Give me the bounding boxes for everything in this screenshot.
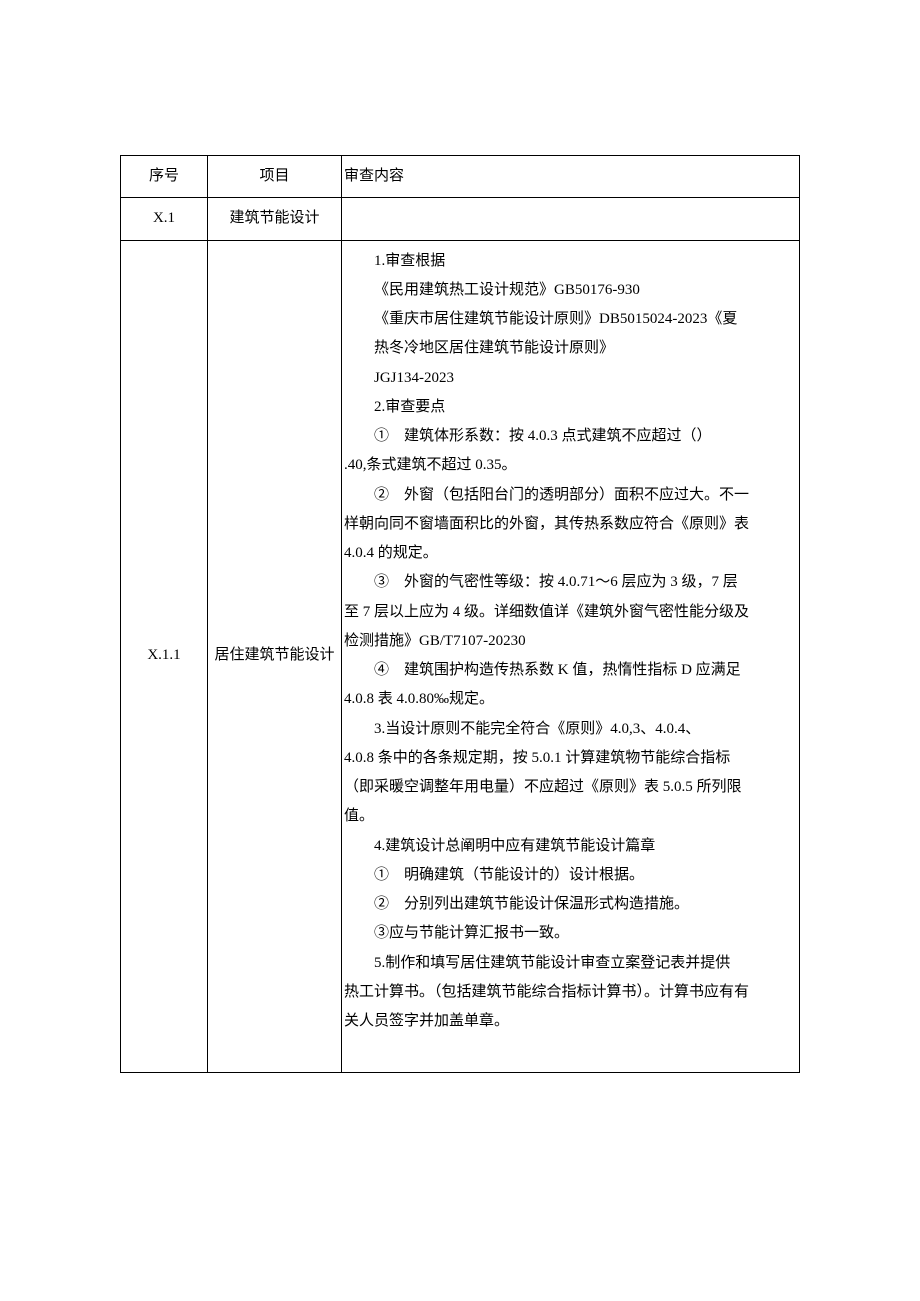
content-line: 1.审查根据 (344, 247, 797, 276)
content-line: 《民用建筑热工设计规范》GB50176-930 (344, 276, 797, 305)
table-row: X.1 建筑节能设计 (121, 198, 800, 240)
content-line: 5.制作和填写居住建筑节能设计审查立案登记表并提供 (344, 949, 797, 978)
content-line: 关人员签字并加盖单章。 (344, 1007, 797, 1036)
content-line: .40,条式建筑不超过 0.35。 (344, 451, 797, 480)
content-line: 3.当设计原则不能完全符合《原则》4.0,3、4.0.4、 (344, 715, 797, 744)
content-line: 4.0.8 表 4.0.80‰规定。 (344, 685, 797, 714)
table-row: X.1.1 居住建筑节能设计 1.审查根据《民用建筑热工设计规范》GB50176… (121, 240, 800, 1072)
content-line: 至 7 层以上应为 4 级。详细数值详《建筑外窗气密性能分级及 (344, 598, 797, 627)
header-seq: 序号 (121, 156, 208, 198)
content-line: 4.0.8 条中的各条规定期，按 5.0.1 计算建筑物节能综合指标 (344, 744, 797, 773)
review-table: 序号 项目 审查内容 X.1 建筑节能设计 X.1.1 居住建筑节能设计 1.审… (120, 155, 800, 1073)
cell-seq: X.1 (121, 198, 208, 240)
content-line: ② 分别列出建筑节能设计保温形式构造措施。 (344, 890, 797, 919)
document-page: 序号 项目 审查内容 X.1 建筑节能设计 X.1.1 居住建筑节能设计 1.审… (0, 0, 920, 1173)
content-line: 2.审查要点 (344, 393, 797, 422)
content-line: JGJ134-2023 (344, 364, 797, 393)
content-line: 《重庆市居住建筑节能设计原则》DB5015024-2023《夏 (344, 305, 797, 334)
content-line: 4.建筑设计总阐明中应有建筑节能设计篇章 (344, 832, 797, 861)
content-line (344, 1036, 797, 1065)
table-header-row: 序号 项目 审查内容 (121, 156, 800, 198)
content-line: ① 建筑体形系数：按 4.0.3 点式建筑不应超过（） (344, 422, 797, 451)
content-line: ③ 外窗的气密性等级：按 4.0.71～6 层应为 3 级，7 层 (344, 568, 797, 597)
content-body: 1.审查根据《民用建筑热工设计规范》GB50176-930《重庆市居住建筑节能设… (344, 247, 797, 1066)
content-line: ② 外窗（包括阳台门的透明部分）面积不应过大。不一 (344, 481, 797, 510)
content-line: ④ 建筑围护构造传热系数 K 值，热惰性指标 D 应满足 (344, 656, 797, 685)
content-line: 热冬冷地区居住建筑节能设计原则》 (344, 334, 797, 363)
content-line: ③应与节能计算汇报书一致。 (344, 919, 797, 948)
content-line: 检测措施》GB/T7107-20230 (344, 627, 797, 656)
header-content: 审查内容 (342, 156, 800, 198)
content-line: 4.0.4 的规定。 (344, 539, 797, 568)
cell-seq: X.1.1 (121, 240, 208, 1072)
cell-project: 居住建筑节能设计 (208, 240, 342, 1072)
cell-project: 建筑节能设计 (208, 198, 342, 240)
content-line: （即采暖空调整年用电量）不应超过《原则》表 5.0.5 所列限 (344, 773, 797, 802)
cell-content: 1.审查根据《民用建筑热工设计规范》GB50176-930《重庆市居住建筑节能设… (342, 240, 800, 1072)
content-line: 值。 (344, 802, 797, 831)
content-line: ① 明确建筑（节能设计的）设计根据。 (344, 861, 797, 890)
content-line: 热工计算书。（包括建筑节能综合指标计算书）。计算书应有有 (344, 978, 797, 1007)
header-project: 项目 (208, 156, 342, 198)
cell-content (342, 198, 800, 240)
content-line: 样朝向同不窗墙面积比的外窗，其传热系数应符合《原则》表 (344, 510, 797, 539)
